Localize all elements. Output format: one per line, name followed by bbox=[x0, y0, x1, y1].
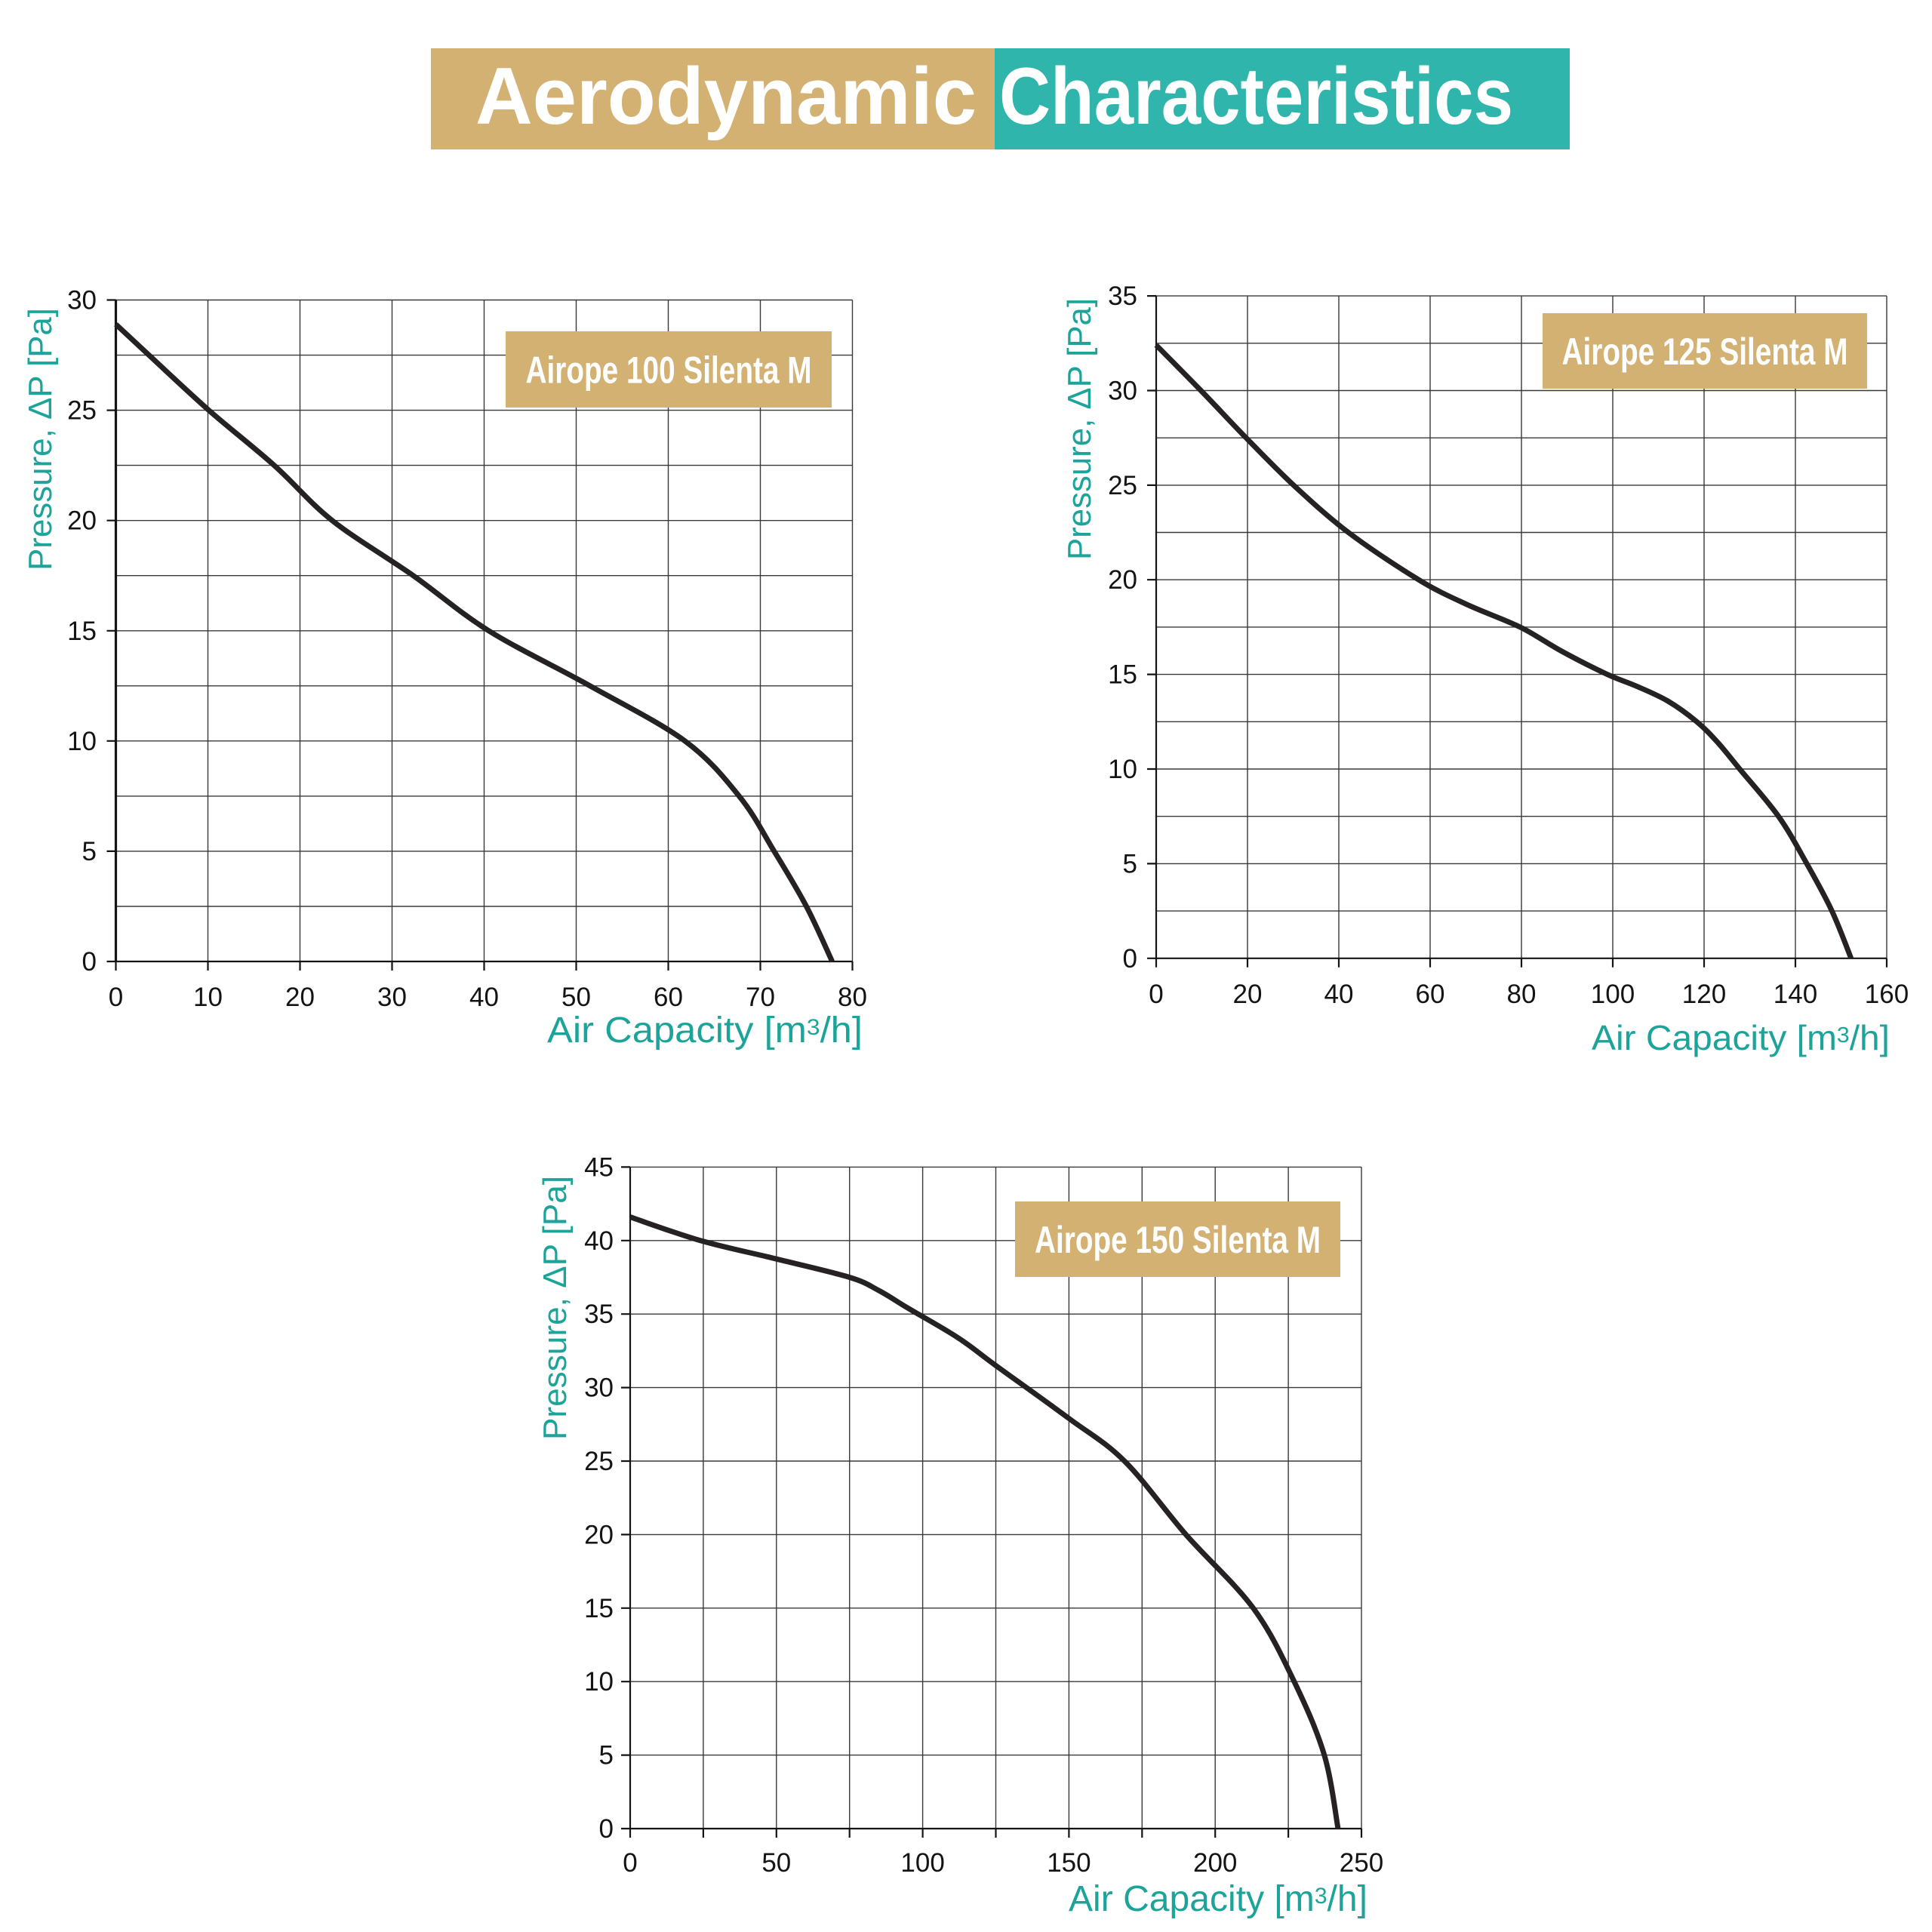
svg-text:40: 40 bbox=[1324, 980, 1354, 1009]
svg-text:40: 40 bbox=[469, 983, 499, 1012]
svg-text:15: 15 bbox=[584, 1594, 614, 1623]
svg-text:10: 10 bbox=[1108, 755, 1137, 784]
svg-text:Aerodynamic: Aerodynamic bbox=[475, 51, 977, 141]
svg-text:160: 160 bbox=[1865, 980, 1909, 1009]
svg-text:Pressure, ΔP [Pa]: Pressure, ΔP [Pa] bbox=[22, 308, 59, 571]
svg-text:120: 120 bbox=[1682, 980, 1726, 1009]
svg-text:15: 15 bbox=[1108, 660, 1137, 690]
svg-text:200: 200 bbox=[1193, 1848, 1237, 1878]
svg-text:140: 140 bbox=[1774, 980, 1817, 1009]
svg-text:100: 100 bbox=[900, 1848, 944, 1878]
svg-text:60: 60 bbox=[1416, 980, 1445, 1009]
svg-text:60: 60 bbox=[654, 983, 683, 1012]
svg-text:20: 20 bbox=[1108, 565, 1137, 595]
svg-text:Pressure, ΔP [Pa]: Pressure, ΔP [Pa] bbox=[1061, 298, 1098, 560]
svg-text:Characteristics: Characteristics bbox=[999, 51, 1513, 141]
svg-text:5: 5 bbox=[599, 1741, 614, 1770]
svg-text:80: 80 bbox=[838, 983, 867, 1012]
svg-text:35: 35 bbox=[1108, 281, 1137, 311]
svg-text:30: 30 bbox=[1108, 377, 1137, 406]
svg-text:30: 30 bbox=[67, 286, 97, 315]
svg-text:Air Capacity [m3/h]: Air Capacity [m3/h] bbox=[1592, 1018, 1890, 1057]
svg-text:0: 0 bbox=[1149, 980, 1163, 1009]
svg-text:Airope 125 Silenta M: Airope 125 Silenta M bbox=[1562, 331, 1848, 373]
svg-text:15: 15 bbox=[67, 617, 97, 646]
svg-text:25: 25 bbox=[67, 396, 97, 426]
svg-text:70: 70 bbox=[746, 983, 775, 1012]
svg-text:Airope 150 Silenta M: Airope 150 Silenta M bbox=[1035, 1219, 1321, 1261]
svg-text:0: 0 bbox=[1123, 944, 1137, 974]
svg-text:Airope 100 Silenta M: Airope 100 Silenta M bbox=[526, 349, 812, 392]
svg-text:30: 30 bbox=[377, 983, 407, 1012]
svg-text:5: 5 bbox=[1123, 849, 1137, 878]
svg-text:250: 250 bbox=[1340, 1848, 1383, 1878]
svg-text:10: 10 bbox=[193, 983, 223, 1012]
svg-text:5: 5 bbox=[82, 837, 97, 866]
svg-text:0: 0 bbox=[82, 947, 97, 977]
svg-text:20: 20 bbox=[1233, 980, 1263, 1009]
svg-text:Pressure, ΔP [Pa]: Pressure, ΔP [Pa] bbox=[537, 1176, 574, 1440]
svg-text:25: 25 bbox=[1108, 471, 1137, 500]
svg-text:80: 80 bbox=[1507, 980, 1537, 1009]
svg-text:10: 10 bbox=[67, 727, 97, 756]
svg-text:25: 25 bbox=[584, 1447, 614, 1476]
svg-text:20: 20 bbox=[67, 506, 97, 536]
svg-text:50: 50 bbox=[761, 1848, 791, 1878]
svg-text:100: 100 bbox=[1591, 980, 1635, 1009]
svg-text:40: 40 bbox=[584, 1226, 614, 1256]
svg-text:20: 20 bbox=[285, 983, 315, 1012]
svg-text:0: 0 bbox=[623, 1848, 637, 1878]
svg-text:0: 0 bbox=[109, 983, 123, 1012]
svg-text:20: 20 bbox=[584, 1520, 614, 1549]
svg-text:150: 150 bbox=[1047, 1848, 1091, 1878]
svg-text:10: 10 bbox=[584, 1667, 614, 1697]
svg-text:50: 50 bbox=[561, 983, 591, 1012]
svg-text:45: 45 bbox=[584, 1152, 614, 1182]
svg-text:35: 35 bbox=[584, 1300, 614, 1329]
svg-text:30: 30 bbox=[584, 1374, 614, 1403]
svg-text:0: 0 bbox=[599, 1814, 614, 1844]
